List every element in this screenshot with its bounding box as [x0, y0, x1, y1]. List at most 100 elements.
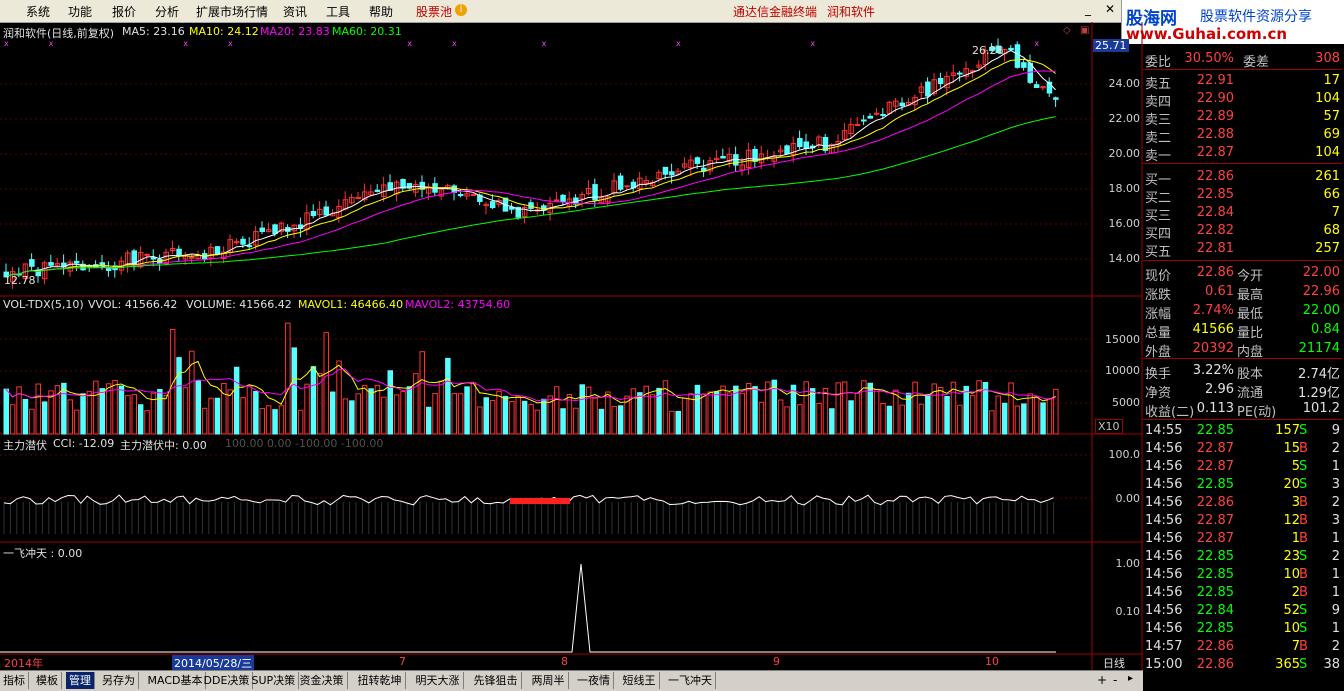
stat-label: 现价: [1145, 269, 1172, 284]
signal-marker: x: [810, 39, 815, 48]
tick-time: 14:56: [1145, 603, 1183, 618]
candle-body: [963, 68, 969, 77]
candle-body: [899, 102, 905, 107]
link-tdx-terminal[interactable]: 通达信金融终端: [733, 5, 818, 19]
volume-bar: [758, 401, 765, 435]
zoom-out-button[interactable]: -: [1113, 673, 1118, 687]
fund-label: 收益(二): [1145, 405, 1195, 420]
volume-bar: [931, 383, 937, 435]
zoom-in-button[interactable]: +: [1097, 673, 1108, 687]
menu-analysis[interactable]: 分析: [155, 5, 180, 19]
bid-label: 买一: [1145, 173, 1172, 188]
tick-row: 14:56 22.86 3 B 2: [1143, 494, 1342, 512]
menu-function[interactable]: 功能: [68, 5, 93, 19]
candle-body: [349, 197, 355, 204]
candle-body: [982, 49, 989, 65]
menu-system[interactable]: 系统: [26, 5, 51, 19]
candle-body: [489, 201, 496, 209]
volume-bar: [509, 401, 515, 435]
tick-row: 14:56 22.85 10 B 1: [1143, 566, 1342, 584]
cci-highlight: [510, 498, 570, 504]
volume-bar: [464, 386, 470, 435]
candle-body: [515, 206, 521, 218]
menu-stock-pool[interactable]: 股票池: [416, 5, 453, 19]
price-axis-14: 14.00: [1108, 252, 1141, 265]
menu-tools[interactable]: 工具: [326, 5, 351, 19]
candle-body: [656, 171, 662, 179]
tick-direction: B: [1299, 495, 1308, 510]
close-icon[interactable]: ✕: [1105, 2, 1116, 16]
volume-bar: [208, 397, 214, 435]
cci-sub: 主力潜伏中: 0.00: [120, 439, 207, 452]
tick-row: 14:56 22.87 5 S 1: [1143, 458, 1342, 476]
volume-bar: [675, 410, 681, 435]
tab-12[interactable]: 一夜情: [574, 672, 614, 689]
link-stock-name[interactable]: 润和软件: [827, 5, 876, 19]
tab-4[interactable]: MACD基本: [145, 672, 207, 689]
mavol1-label: MAVOL1: 46466.40: [298, 298, 404, 311]
menu-extended-market[interactable]: 扩展市场行情: [196, 5, 269, 19]
menu-news[interactable]: 资讯: [283, 5, 308, 19]
tab-11[interactable]: 两周半: [529, 672, 569, 689]
tab-7[interactable]: 资金决策: [297, 672, 348, 689]
volume-bar: [861, 380, 867, 435]
fund-label: PE(动): [1237, 405, 1277, 420]
scroll-button[interactable]: ▸: [1128, 673, 1134, 684]
period-label[interactable]: 日线: [1103, 657, 1125, 670]
settings-icon[interactable]: ▣: [1080, 25, 1090, 36]
minimize-icon[interactable]: _: [1085, 2, 1091, 16]
tick-time: 14:55: [1145, 423, 1183, 438]
tab-1[interactable]: 模板: [33, 672, 62, 689]
candle-body: [637, 177, 643, 189]
menu-help[interactable]: 帮助: [369, 5, 394, 19]
tick-volume: 10: [1283, 621, 1300, 636]
volume-bar: [720, 385, 726, 435]
tab-10[interactable]: 先锋狙击: [471, 672, 522, 689]
candle-body: [752, 149, 758, 162]
tab-0[interactable]: 指标: [0, 672, 29, 689]
candle-body: [989, 46, 995, 52]
volume-bar: [61, 382, 67, 435]
volume-bar: [893, 389, 899, 435]
volume-bar: [393, 394, 400, 435]
tab-9[interactable]: 明天大涨: [413, 672, 464, 689]
fund-value: 2.74亿: [1298, 367, 1340, 382]
tab-8[interactable]: 扭转乾坤: [355, 672, 406, 689]
candle-body: [9, 271, 16, 283]
tick-count: 2: [1331, 495, 1340, 510]
tab-6[interactable]: SUP决策: [249, 672, 300, 689]
signal-marker: x: [1034, 39, 1039, 48]
menu-quote[interactable]: 报价: [112, 5, 137, 19]
candle-body: [509, 206, 515, 210]
bid-label: 买五: [1145, 245, 1172, 260]
info-icon[interactable]: i: [455, 4, 467, 16]
volume-bar: [521, 400, 528, 435]
tab-2[interactable]: 管理: [66, 672, 95, 689]
tick-price: 22.84: [1196, 603, 1234, 618]
diamond-icon[interactable]: ◇: [1063, 25, 1071, 36]
volume-bar: [233, 366, 240, 435]
ma20-label: MA20: 23.83: [260, 25, 330, 38]
date-month-8: 8: [561, 655, 568, 668]
tick-price: 22.85: [1196, 423, 1234, 438]
stat-label: 涨幅: [1145, 307, 1172, 322]
volume-bar: [93, 380, 99, 435]
volume-bar: [1014, 405, 1021, 435]
ask-row: 卖三 22.89 57: [1143, 108, 1342, 128]
tab-3[interactable]: 另存为: [99, 672, 139, 689]
stat-value: 20392: [1192, 341, 1234, 356]
ask-price: 22.91: [1196, 73, 1234, 88]
tab-13[interactable]: 短线王: [620, 672, 660, 689]
tab-14[interactable]: 一飞冲天: [665, 672, 716, 689]
tick-direction: B: [1299, 531, 1308, 546]
ma5-label: MA5: 23.16: [122, 25, 185, 38]
volume-bar: [688, 393, 694, 435]
volume-bar: [425, 406, 432, 435]
candle-body: [99, 262, 105, 266]
candle-body: [867, 115, 873, 119]
tick-price: 22.87: [1196, 513, 1234, 528]
tick-price: 22.87: [1196, 531, 1234, 546]
volume-bar: [803, 381, 809, 435]
tab-5[interactable]: DDE决策: [201, 672, 254, 689]
